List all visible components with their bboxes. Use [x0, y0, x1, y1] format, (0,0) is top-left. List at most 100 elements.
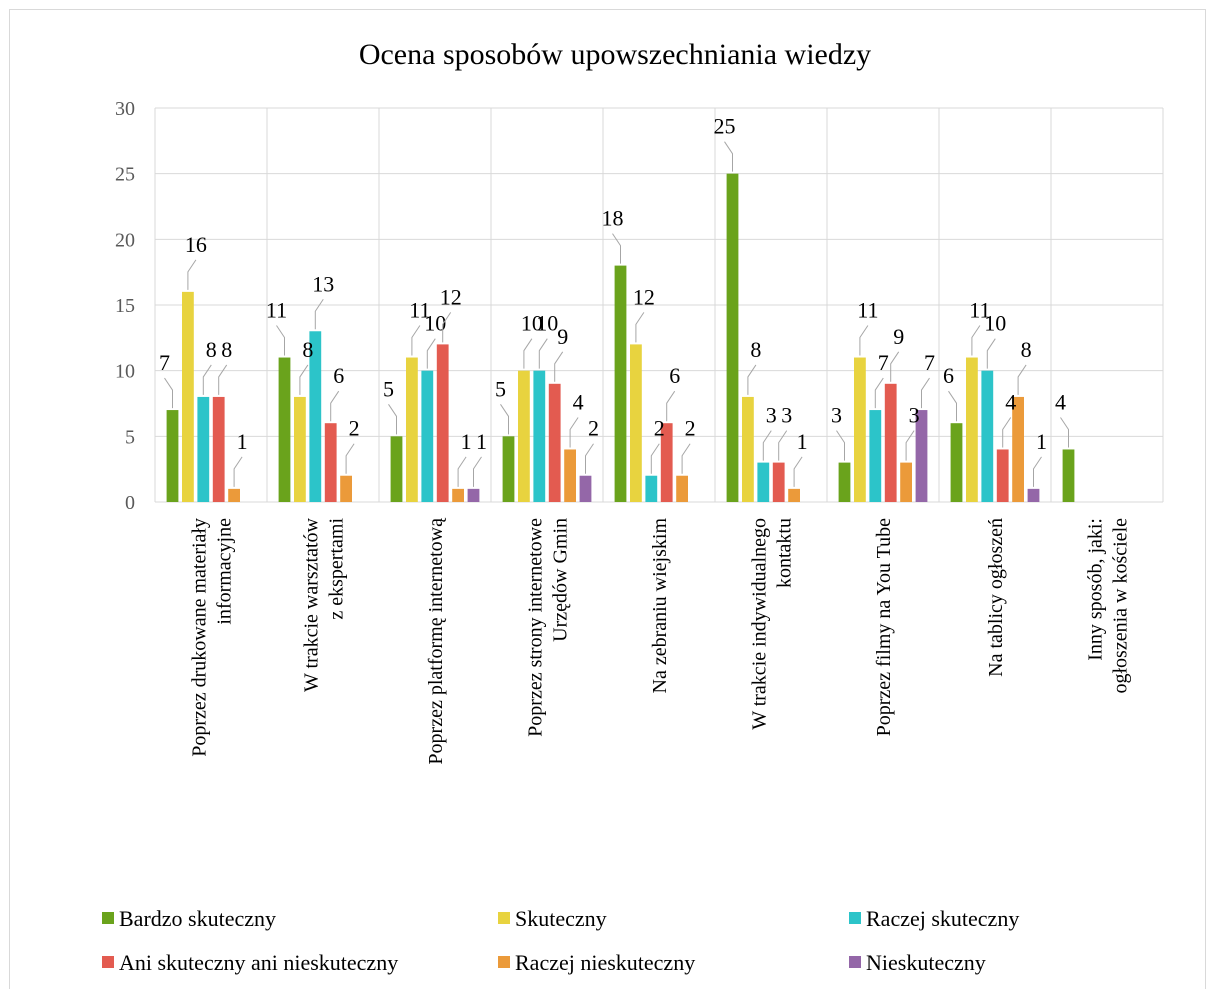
data-label-leader	[921, 377, 930, 409]
legend-swatch	[498, 956, 510, 968]
bar	[869, 410, 882, 502]
data-label: 8	[1021, 337, 1032, 362]
data-label-leader	[650, 443, 660, 474]
bar	[502, 436, 515, 502]
data-label-leader	[747, 364, 757, 395]
legend-label: Raczej skuteczny	[866, 906, 1019, 931]
bar	[742, 396, 754, 502]
y-tick-label: 0	[125, 492, 135, 514]
bar	[579, 475, 592, 502]
data-label: 11	[409, 298, 430, 323]
data-label-leader	[836, 430, 845, 461]
legend-swatch	[849, 956, 861, 968]
data-label-leader	[523, 338, 533, 369]
data-label-leader	[986, 338, 996, 369]
data-label: 10	[521, 311, 543, 336]
data-label-leader	[635, 312, 645, 343]
gridlines	[154, 107, 1164, 503]
data-label: 3	[909, 403, 920, 428]
bar	[966, 357, 978, 502]
data-label-leader	[971, 325, 981, 356]
bar	[854, 357, 866, 502]
category-label: Urzędów Gmin	[550, 518, 572, 642]
y-tick-label: 25	[115, 164, 135, 186]
data-label: 6	[669, 363, 680, 388]
data-label: 4	[1005, 389, 1016, 414]
bar	[915, 410, 928, 502]
data-label: 12	[633, 284, 655, 309]
data-label: 1	[237, 429, 248, 454]
category-labels: Poprzez drukowane materiały informacyjne W…	[189, 517, 1132, 765]
data-label: 11	[266, 298, 287, 323]
data-label-leader	[762, 430, 772, 461]
bar	[436, 344, 449, 502]
data-label-leader	[187, 259, 197, 290]
data-label-leader	[890, 351, 900, 382]
category-label: kontaktu	[774, 518, 796, 588]
data-label: 12	[440, 284, 462, 309]
data-label-leader	[330, 390, 340, 422]
data-label: 8	[221, 337, 232, 362]
category-label: Inny sposób, jaki:	[1085, 518, 1107, 661]
bar	[645, 475, 658, 502]
bar	[950, 423, 963, 502]
data-label-leader	[457, 456, 467, 487]
bar	[182, 291, 194, 502]
bar	[406, 357, 418, 502]
data-label: 6	[943, 363, 954, 388]
bar	[309, 331, 322, 502]
y-axis-ticks: 0 5 10 15 20 25 30	[115, 98, 135, 514]
data-label: 5	[383, 376, 394, 401]
data-label: 2	[588, 416, 599, 441]
y-tick-label: 15	[115, 295, 135, 317]
data-label: 8	[302, 337, 313, 362]
legend-label: Raczej nieskuteczny	[515, 950, 695, 975]
data-label-leader	[1002, 417, 1012, 448]
data-label-leader	[666, 390, 676, 422]
data-label: 25	[714, 114, 736, 139]
data-label-leader	[612, 233, 621, 264]
data-label: 16	[185, 232, 207, 257]
data-label: 3	[781, 403, 792, 428]
bar	[278, 357, 291, 502]
bar	[884, 383, 897, 502]
legend-label: Ani skuteczny ani nieskuteczny	[119, 950, 398, 975]
category-label: Na zebraniu wiejskim	[649, 518, 671, 694]
category-label: Na tablicy ogłoszeń	[985, 518, 1007, 677]
data-label-leader	[202, 364, 212, 395]
bar	[228, 488, 240, 502]
y-tick-label: 5	[125, 426, 135, 448]
data-label-leader	[218, 364, 228, 395]
bar	[772, 462, 785, 502]
data-label-leader	[299, 364, 309, 395]
data-label-leader	[314, 298, 324, 330]
data-label-leader	[778, 430, 788, 461]
bar	[340, 475, 352, 502]
bar	[726, 173, 739, 502]
bar	[788, 488, 800, 502]
legend-swatch	[849, 912, 861, 924]
legend: Bardzo skuteczny Skuteczny Raczej skuteczn…	[102, 906, 1019, 975]
bar	[660, 423, 673, 502]
bar	[294, 396, 306, 502]
data-label-leader	[473, 456, 482, 487]
bar	[452, 488, 464, 502]
data-label-leader	[538, 338, 548, 369]
data-label-leader	[1017, 364, 1027, 395]
bar	[900, 462, 912, 502]
data-label-leader	[442, 312, 452, 343]
data-label-leader	[554, 351, 564, 382]
legend-swatch	[102, 956, 114, 968]
category-label: Poprzez platformę internetową	[425, 517, 447, 765]
category-label: ogłoszenia w kościele	[1110, 518, 1132, 694]
bar	[518, 370, 530, 502]
bar	[630, 344, 642, 502]
data-label-leader	[426, 338, 436, 369]
legend-label: Skuteczny	[515, 906, 607, 931]
bar	[1062, 449, 1075, 502]
data-label: 7	[878, 350, 889, 375]
category-label: informacyjne	[214, 518, 236, 625]
data-label: 1	[797, 429, 808, 454]
